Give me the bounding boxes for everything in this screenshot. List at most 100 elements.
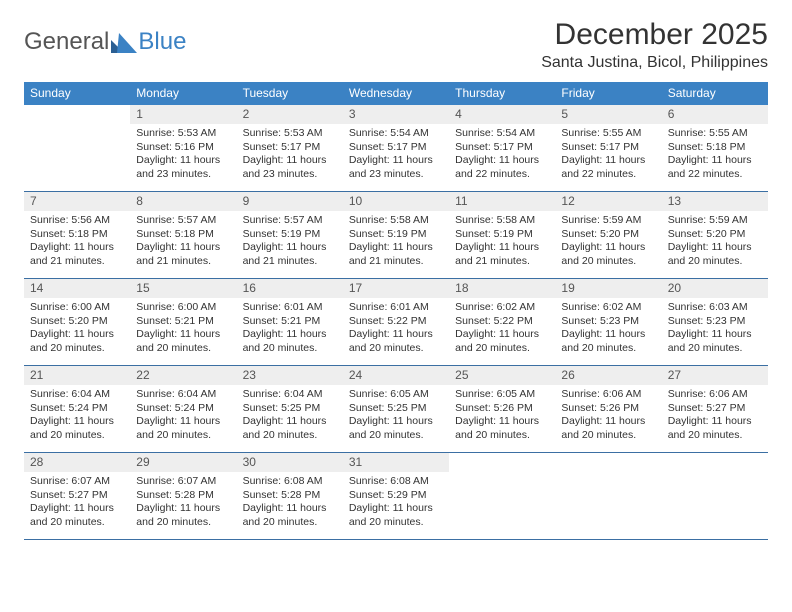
day-number: 27 [662,366,768,385]
sunrise-text: Sunrise: 5:56 AM [30,214,124,228]
day-cell: 26Sunrise: 6:06 AMSunset: 5:26 PMDayligh… [555,366,661,452]
day-cell: 12Sunrise: 5:59 AMSunset: 5:20 PMDayligh… [555,192,661,278]
sunrise-text: Sunrise: 6:07 AM [136,475,230,489]
daylight-text: Daylight: 11 hours and 23 minutes. [349,154,443,181]
weeks-container: 1Sunrise: 5:53 AMSunset: 5:16 PMDaylight… [24,105,768,540]
sunset-text: Sunset: 5:17 PM [243,141,337,155]
daylight-text: Daylight: 11 hours and 21 minutes. [136,241,230,268]
day-body: Sunrise: 6:08 AMSunset: 5:29 PMDaylight:… [343,472,449,534]
day-number: 5 [555,105,661,124]
daylight-text: Daylight: 11 hours and 20 minutes. [243,415,337,442]
title-block: December 2025 Santa Justina, Bicol, Phil… [541,18,768,72]
daylight-text: Daylight: 11 hours and 20 minutes. [30,328,124,355]
daylight-text: Daylight: 11 hours and 21 minutes. [455,241,549,268]
day-number: 11 [449,192,555,211]
day-cell: 2Sunrise: 5:53 AMSunset: 5:17 PMDaylight… [237,105,343,191]
day-number: 26 [555,366,661,385]
day-body: Sunrise: 5:59 AMSunset: 5:20 PMDaylight:… [555,211,661,273]
day-cell: 14Sunrise: 6:00 AMSunset: 5:20 PMDayligh… [24,279,130,365]
day-number: 10 [343,192,449,211]
sunrise-text: Sunrise: 6:01 AM [243,301,337,315]
sunrise-text: Sunrise: 6:05 AM [349,388,443,402]
day-cell: 30Sunrise: 6:08 AMSunset: 5:28 PMDayligh… [237,453,343,539]
sunset-text: Sunset: 5:17 PM [455,141,549,155]
day-number: 4 [449,105,555,124]
day-cell: 7Sunrise: 5:56 AMSunset: 5:18 PMDaylight… [24,192,130,278]
day-body: Sunrise: 6:05 AMSunset: 5:26 PMDaylight:… [449,385,555,447]
day-body: Sunrise: 5:54 AMSunset: 5:17 PMDaylight:… [343,124,449,186]
day-number: 15 [130,279,236,298]
daylight-text: Daylight: 11 hours and 23 minutes. [136,154,230,181]
day-cell: 13Sunrise: 5:59 AMSunset: 5:20 PMDayligh… [662,192,768,278]
daylight-text: Daylight: 11 hours and 20 minutes. [455,328,549,355]
day-number: 31 [343,453,449,472]
sunrise-text: Sunrise: 6:00 AM [136,301,230,315]
day-number: 1 [130,105,236,124]
sunset-text: Sunset: 5:26 PM [455,402,549,416]
day-of-week-cell: Sunday [24,82,130,105]
daylight-text: Daylight: 11 hours and 20 minutes. [561,415,655,442]
day-number: 16 [237,279,343,298]
daylight-text: Daylight: 11 hours and 20 minutes. [136,502,230,529]
sunrise-text: Sunrise: 5:54 AM [455,127,549,141]
day-number: 2 [237,105,343,124]
sunset-text: Sunset: 5:23 PM [668,315,762,329]
day-cell [555,453,661,539]
day-number: 28 [24,453,130,472]
week-row: 1Sunrise: 5:53 AMSunset: 5:16 PMDaylight… [24,105,768,192]
day-cell: 16Sunrise: 6:01 AMSunset: 5:21 PMDayligh… [237,279,343,365]
day-of-week-cell: Saturday [662,82,768,105]
day-cell [24,105,130,191]
sunset-text: Sunset: 5:17 PM [561,141,655,155]
sunset-text: Sunset: 5:22 PM [349,315,443,329]
day-of-week-cell: Tuesday [237,82,343,105]
day-number: 29 [130,453,236,472]
sunset-text: Sunset: 5:22 PM [455,315,549,329]
day-of-week-cell: Friday [555,82,661,105]
day-number: 17 [343,279,449,298]
daylight-text: Daylight: 11 hours and 22 minutes. [668,154,762,181]
day-of-week-cell: Thursday [449,82,555,105]
sunrise-text: Sunrise: 6:04 AM [243,388,337,402]
daylight-text: Daylight: 11 hours and 21 minutes. [30,241,124,268]
sunset-text: Sunset: 5:18 PM [30,228,124,242]
day-body [24,124,130,131]
day-body: Sunrise: 6:07 AMSunset: 5:27 PMDaylight:… [24,472,130,534]
day-number: 20 [662,279,768,298]
day-body: Sunrise: 6:08 AMSunset: 5:28 PMDaylight:… [237,472,343,534]
day-of-week-header: SundayMondayTuesdayWednesdayThursdayFrid… [24,82,768,105]
sunrise-text: Sunrise: 5:53 AM [136,127,230,141]
brand-logo: General Blue [24,18,186,56]
sunset-text: Sunset: 5:20 PM [668,228,762,242]
day-number: 14 [24,279,130,298]
day-cell: 8Sunrise: 5:57 AMSunset: 5:18 PMDaylight… [130,192,236,278]
day-cell: 19Sunrise: 6:02 AMSunset: 5:23 PMDayligh… [555,279,661,365]
brand-part2: Blue [138,28,186,56]
day-body: Sunrise: 5:53 AMSunset: 5:16 PMDaylight:… [130,124,236,186]
day-body [449,472,555,479]
day-number: 30 [237,453,343,472]
day-number: 24 [343,366,449,385]
location-subtitle: Santa Justina, Bicol, Philippines [541,54,768,72]
page-title: December 2025 [541,18,768,52]
calendar: SundayMondayTuesdayWednesdayThursdayFrid… [24,82,768,540]
day-number: 8 [130,192,236,211]
day-cell: 3Sunrise: 5:54 AMSunset: 5:17 PMDaylight… [343,105,449,191]
daylight-text: Daylight: 11 hours and 20 minutes. [30,502,124,529]
day-cell: 28Sunrise: 6:07 AMSunset: 5:27 PMDayligh… [24,453,130,539]
day-body: Sunrise: 6:04 AMSunset: 5:24 PMDaylight:… [24,385,130,447]
day-cell: 18Sunrise: 6:02 AMSunset: 5:22 PMDayligh… [449,279,555,365]
sunset-text: Sunset: 5:28 PM [243,489,337,503]
daylight-text: Daylight: 11 hours and 20 minutes. [243,502,337,529]
sunset-text: Sunset: 5:28 PM [136,489,230,503]
daylight-text: Daylight: 11 hours and 20 minutes. [668,415,762,442]
sunset-text: Sunset: 5:25 PM [243,402,337,416]
sunrise-text: Sunrise: 6:02 AM [455,301,549,315]
daylight-text: Daylight: 11 hours and 20 minutes. [349,415,443,442]
week-row: 21Sunrise: 6:04 AMSunset: 5:24 PMDayligh… [24,366,768,453]
day-body: Sunrise: 6:00 AMSunset: 5:20 PMDaylight:… [24,298,130,360]
day-number [662,453,768,472]
sunset-text: Sunset: 5:20 PM [30,315,124,329]
week-row: 28Sunrise: 6:07 AMSunset: 5:27 PMDayligh… [24,453,768,540]
sunrise-text: Sunrise: 5:59 AM [668,214,762,228]
